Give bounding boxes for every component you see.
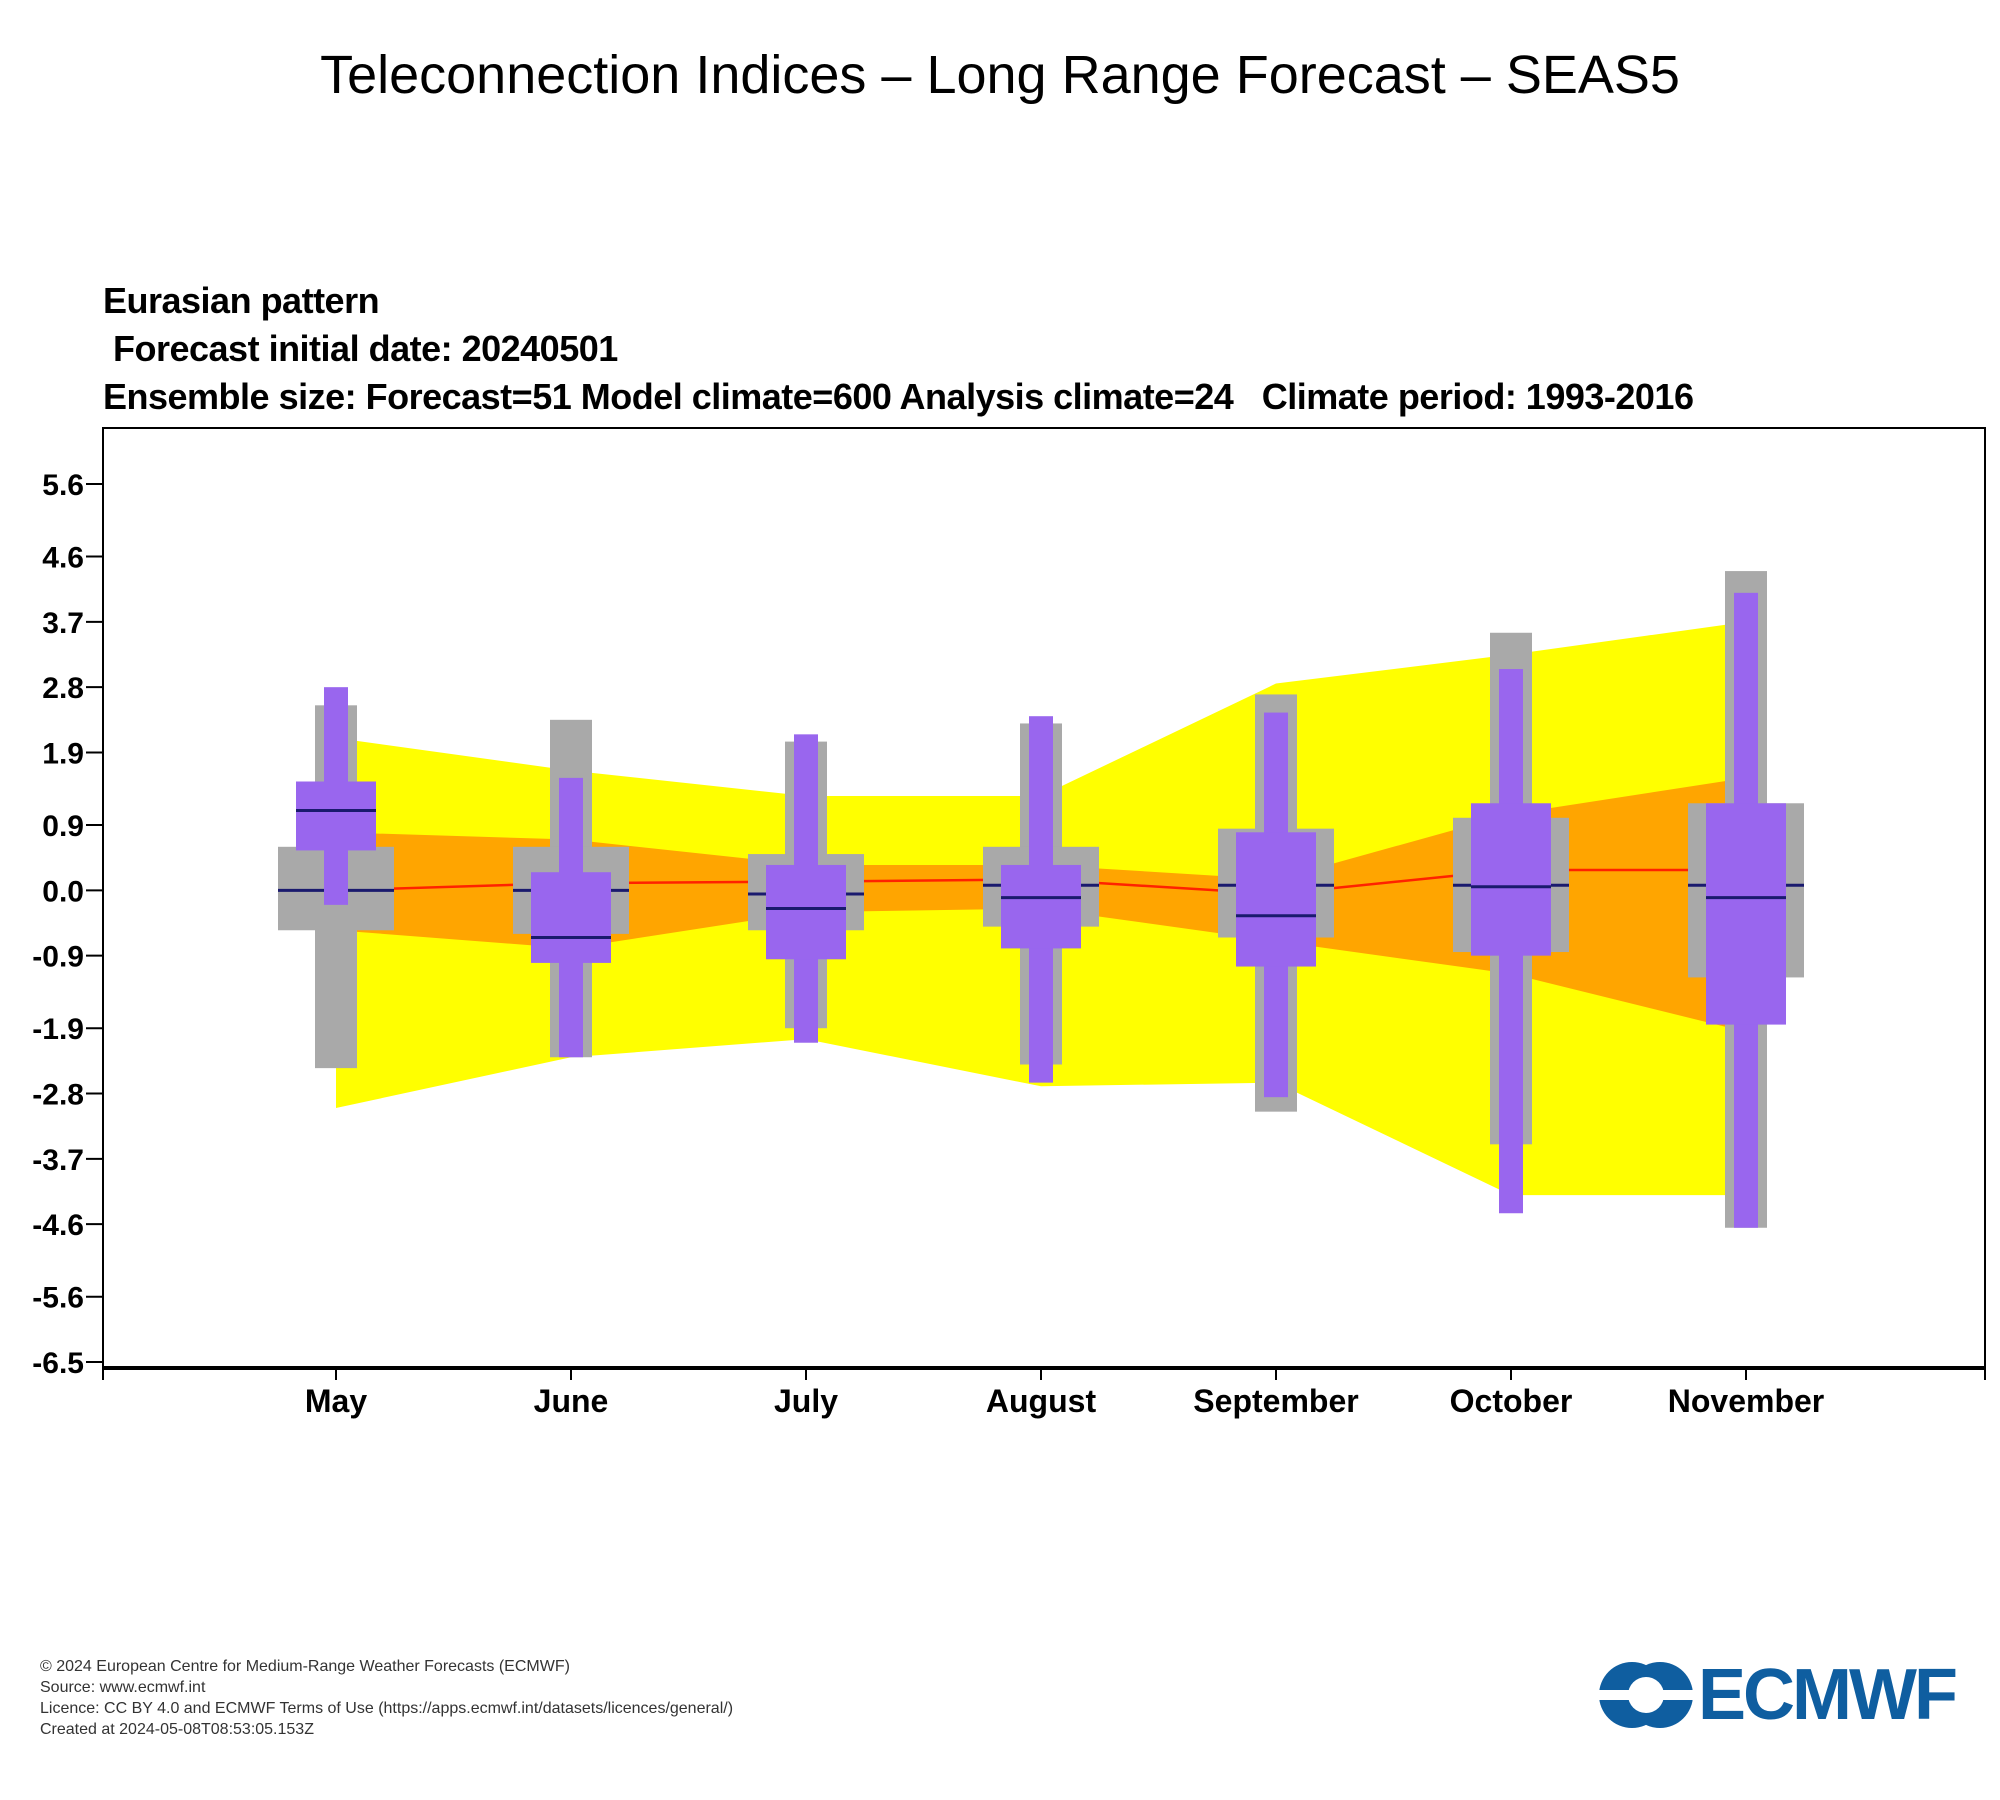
y-tick-label: 3.7 (42, 607, 84, 640)
box-group-november (1688, 571, 1804, 1228)
box-plots (278, 571, 1804, 1228)
forecast-box-may (296, 781, 376, 851)
y-tick-label: 1.9 (42, 737, 84, 770)
y-tick-label: -4.6 (32, 1209, 84, 1242)
x-tick-label: July (774, 1383, 838, 1419)
forecast-box-october (1471, 803, 1551, 956)
forecast-box-june (531, 872, 611, 963)
y-tick-label: 0.9 (42, 810, 84, 843)
footer: © 2024 European Centre for Medium-Range … (40, 1656, 733, 1740)
y-tick-label: 4.6 (42, 542, 84, 575)
y-tick-label: -1.9 (32, 1013, 84, 1046)
footer-created: Created at 2024-05-08T08:53:05.153Z (40, 1721, 314, 1738)
x-tick-label: September (1193, 1383, 1358, 1419)
y-tick-label: -6.5 (32, 1347, 84, 1380)
ecmwf-logo-icon (1598, 1662, 1694, 1728)
y-tick-label: 2.8 (42, 672, 84, 705)
forecast-box-november (1706, 803, 1786, 1025)
x-tick-label: August (986, 1383, 1097, 1419)
forecast-box-august (1001, 864, 1081, 949)
y-tick-label: -0.9 (32, 941, 84, 974)
y-tick-label: -3.7 (32, 1144, 84, 1177)
forecast-box-september (1236, 832, 1316, 967)
box-group-september (1218, 694, 1334, 1112)
page-title: Teleconnection Indices – Long Range Fore… (320, 45, 1680, 105)
y-tick-label: 5.6 (42, 469, 84, 502)
box-group-may (278, 687, 394, 1069)
forecast-box-july (766, 864, 846, 960)
x-tick-label: October (1450, 1383, 1573, 1419)
chart: 5.6 4.6 3.7 2.8 1.9 0.9 0.0 -0.9 -1.9 -2.8 -3.7 -4.… (32, 427, 1986, 1419)
x-axis: May June July August September October Novembe… (102, 1368, 1986, 1419)
box-group-june (513, 719, 629, 1058)
y-axis: 5.6 4.6 3.7 2.8 1.9 0.9 0.0 -0.9 -1.9 -2.8 -3.7 -4.… (32, 469, 103, 1380)
x-tick-label: November (1668, 1383, 1825, 1419)
box-group-july (748, 734, 864, 1043)
footer-source: Source: www.ecmwf.int (40, 1679, 206, 1696)
ecmwf-logo-text: ECMWF (1698, 1655, 1958, 1735)
footer-licence: Licence: CC BY 4.0 and ECMWF Terms of Us… (40, 1700, 734, 1717)
chart-subtitle-ensemble: Ensemble size: Forecast=51 Model climate… (103, 376, 1694, 417)
y-tick-label: -5.6 (32, 1282, 84, 1315)
y-tick-label: -2.8 (32, 1079, 84, 1112)
chart-subtitle-date: Forecast initial date: 20240501 (113, 328, 618, 369)
chart-subtitle-pattern: Eurasian pattern (103, 280, 380, 321)
box-group-october (1453, 632, 1569, 1214)
footer-copyright: © 2024 European Centre for Medium-Range … (40, 1658, 570, 1675)
box-group-august (983, 716, 1099, 1083)
y-tick-label: 0.0 (42, 875, 84, 908)
x-tick-label: May (305, 1383, 367, 1419)
x-tick-label: June (534, 1383, 609, 1419)
